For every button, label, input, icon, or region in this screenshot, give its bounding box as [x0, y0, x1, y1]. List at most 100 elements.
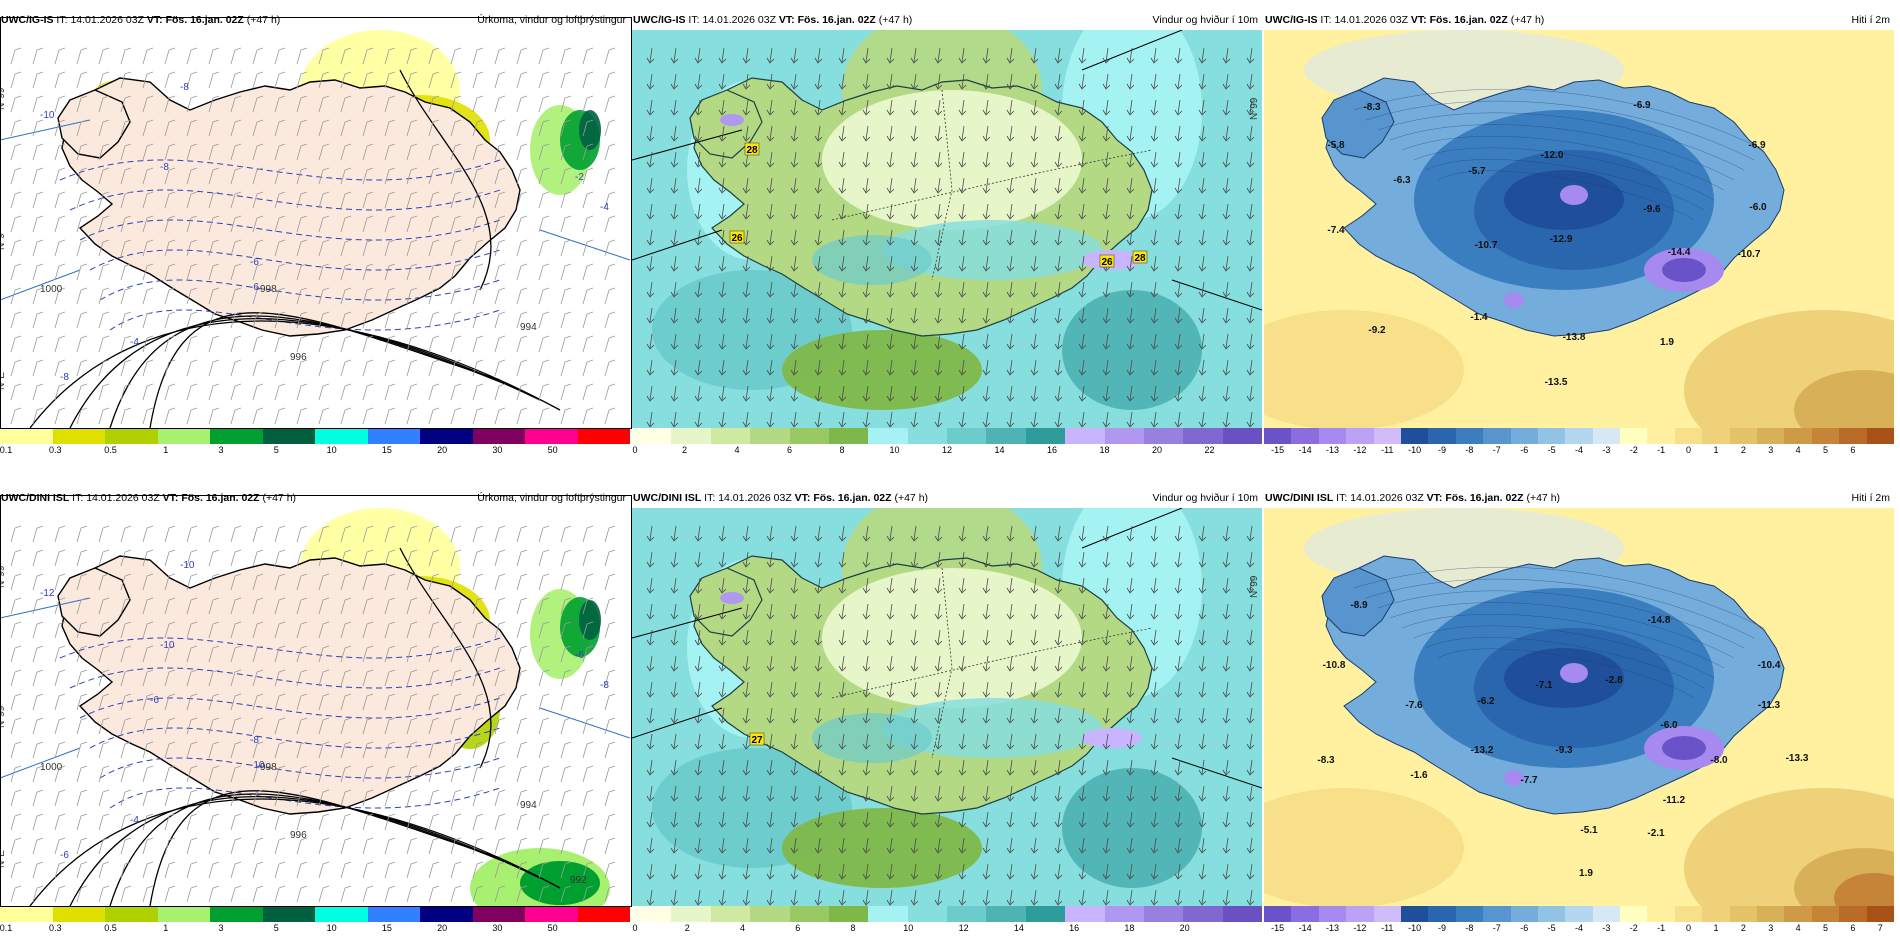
model-name: UWC/DINI ISL — [1265, 492, 1334, 504]
colorbar-label: 8 — [850, 923, 856, 933]
colorbar-label: 0.5 — [104, 445, 117, 455]
latitude-label: N°99 — [1249, 575, 1260, 598]
colorbar-swatch — [1674, 906, 1703, 922]
map[interactable]: 1000 998 996 994 -10 -8 -8 -6 -4 -2 -4 -8 -6 N°99 N°9 N… — [0, 30, 630, 428]
colorbar-swatch — [1104, 428, 1144, 444]
it-label: IT: — [1320, 14, 1332, 26]
colorbar-swatch — [1400, 428, 1429, 444]
colorbar-label: 10 — [326, 923, 337, 933]
colorbar-label: 0.1 — [0, 445, 13, 455]
colorbar-label: 4 — [734, 445, 740, 455]
colorbar-label: 12 — [958, 923, 969, 933]
colorbar-label: -15 — [1271, 445, 1285, 455]
colorbar-swatch — [828, 906, 869, 922]
colorbar-swatch — [1025, 906, 1066, 922]
map[interactable]: 28 26 26 28 N°99 — [632, 30, 1262, 428]
map[interactable]: 1000 998 996 994 992 -12 -10 -10 -10 -8 -6 -4 -6 -8 -6… — [0, 508, 630, 906]
colorbar-swatch — [577, 428, 630, 444]
valid-time: Fös. 16.jan. 02Z — [1445, 492, 1524, 504]
colorbar: 0.1 0.3 0.5 1 3 5 10 15 20 30 50 — [0, 428, 630, 458]
vt-label: VT: — [146, 14, 163, 26]
it-label: IT: — [688, 14, 700, 26]
colorbar-label: 16 — [1046, 445, 1058, 455]
wind-panel-uwc-ig-is: UWC/IG-IS IT: 14.01.2026 03Z VT: Fös. 16… — [632, 10, 1262, 470]
max-gust-marker: 26 — [729, 230, 745, 244]
colorbar-swatch — [750, 906, 790, 922]
colorbar-swatch — [868, 428, 908, 444]
valid-time: Fös. 16.jan. 02Z — [1429, 14, 1508, 26]
colorbar-swatch — [472, 906, 525, 922]
temperature-value: -13.2 — [1471, 745, 1494, 756]
map[interactable]: 27 N°99 — [632, 508, 1262, 906]
colorbar-label: -10 — [1408, 923, 1422, 933]
temperature-value: -7.1 — [1535, 680, 1553, 691]
temperature-value: -6.9 — [1748, 140, 1766, 151]
colorbar-swatch — [789, 906, 829, 922]
colorbar-label: 5 — [273, 923, 279, 933]
colorbar-label: -9 — [1438, 923, 1447, 933]
temperature-contour-label: -10 — [160, 640, 175, 651]
colorbar-label: -15 — [1271, 923, 1285, 933]
colorbar-swatch — [750, 428, 790, 444]
colorbar-swatch — [632, 906, 672, 922]
colorbar-swatch — [1264, 906, 1292, 922]
colorbar-label: -9 — [1438, 445, 1447, 455]
init-time: 14.01.2026 03Z — [702, 14, 776, 26]
colorbar-label: 2 — [681, 445, 688, 455]
panel-header: UWC/DINI ISL IT: 14.01.2026 03Z VT: Fös.… — [0, 488, 630, 508]
colorbar-label: 10 — [326, 445, 337, 455]
temperature-value: 1.9 — [1579, 868, 1593, 879]
colorbar: -15 -14 -13 -12 -11 -10 -9 -8 -7 -6 -5 -4 -3 -2 -1 0 1 2 3… — [1264, 428, 1894, 458]
colorbar-label: -13 — [1325, 445, 1339, 455]
colorbar-label: -12 — [1353, 445, 1367, 455]
lead-time: (+47 h) — [246, 14, 281, 26]
colorbar-swatch — [525, 906, 578, 922]
temperature-value: -6.2 — [1477, 696, 1495, 707]
temperature-value: -9.3 — [1555, 745, 1573, 756]
temp-panel-uwc-ig-is: UWC/IG-IS IT: 14.01.2026 03Z VT: Fös. 16… — [1264, 10, 1894, 470]
panel-title: Hiti í 2m — [1851, 14, 1890, 26]
map[interactable]: -8.9 -10.8 -7.6 -8.3 -6.2 -13.2 -7.1 -9.3 -14.8 -… — [1264, 508, 1894, 906]
colorbar-label: -6 — [1520, 445, 1529, 455]
isobar-label: 994 — [520, 322, 537, 333]
temperature-contour-label: -8 — [160, 162, 169, 173]
colorbar-swatch — [1510, 906, 1538, 922]
colorbar-label: 3 — [218, 445, 224, 455]
map[interactable]: -8.3 -5.8 -6.3 -7.4 -5.7 -10.7 -12.0 -12.9 -6.9 -… — [1264, 30, 1894, 428]
precip-panel-uwc-ig-is: UWC/IG-IS IT: 14.01.2026 03Z VT: Fös. 16… — [0, 10, 630, 470]
lead-time: (+47 h) — [262, 492, 297, 504]
temperature-value: -7.6 — [1405, 700, 1423, 711]
colorbar-label: 22 — [1204, 445, 1215, 455]
colorbar-swatch — [1839, 906, 1867, 922]
colorbar-label: 1 — [1713, 923, 1719, 933]
temperature-contour-label: -8 — [600, 680, 609, 691]
init-time: 14.01.2026 03Z — [1334, 14, 1408, 26]
temperature-value: -1.4 — [1470, 312, 1488, 323]
colorbar-swatch — [1222, 906, 1262, 922]
colorbar-label: 6 — [1850, 923, 1856, 933]
latitude-label: N°E — [0, 850, 7, 868]
temperature-value: -5.7 — [1468, 166, 1486, 177]
colorbar-swatch — [789, 428, 829, 444]
svg-text:26: 26 — [731, 233, 743, 244]
temperature-value: -9.6 — [1643, 204, 1661, 215]
colorbar-swatch — [1565, 428, 1593, 444]
colorbar: 0 2 4 6 8 10 12 14 16 18 20 22 — [632, 428, 1262, 458]
temperature-value: -8.9 — [1350, 600, 1368, 611]
colorbar-swatch — [1346, 428, 1374, 444]
init-time: 14.01.2026 03Z — [70, 14, 144, 26]
temperature-contour-label: -6 — [575, 650, 584, 661]
colorbar-swatch — [1565, 906, 1593, 922]
colorbar-label: 50 — [547, 923, 558, 933]
colorbar-label: 3 — [218, 923, 224, 933]
colorbar-label: 6 — [1850, 445, 1856, 455]
colorbar-swatch — [907, 428, 947, 444]
colorbar-swatch — [1183, 428, 1223, 444]
colorbar-swatch — [525, 428, 578, 444]
max-gust-marker: 28 — [1132, 250, 1148, 264]
colorbar-label: 14 — [1013, 923, 1024, 933]
colorbar-swatch — [1373, 906, 1401, 922]
isobar-label: 1000 — [40, 284, 63, 295]
colorbar-label: 12 — [941, 445, 953, 455]
temperature-value: -11.2 — [1663, 795, 1686, 806]
